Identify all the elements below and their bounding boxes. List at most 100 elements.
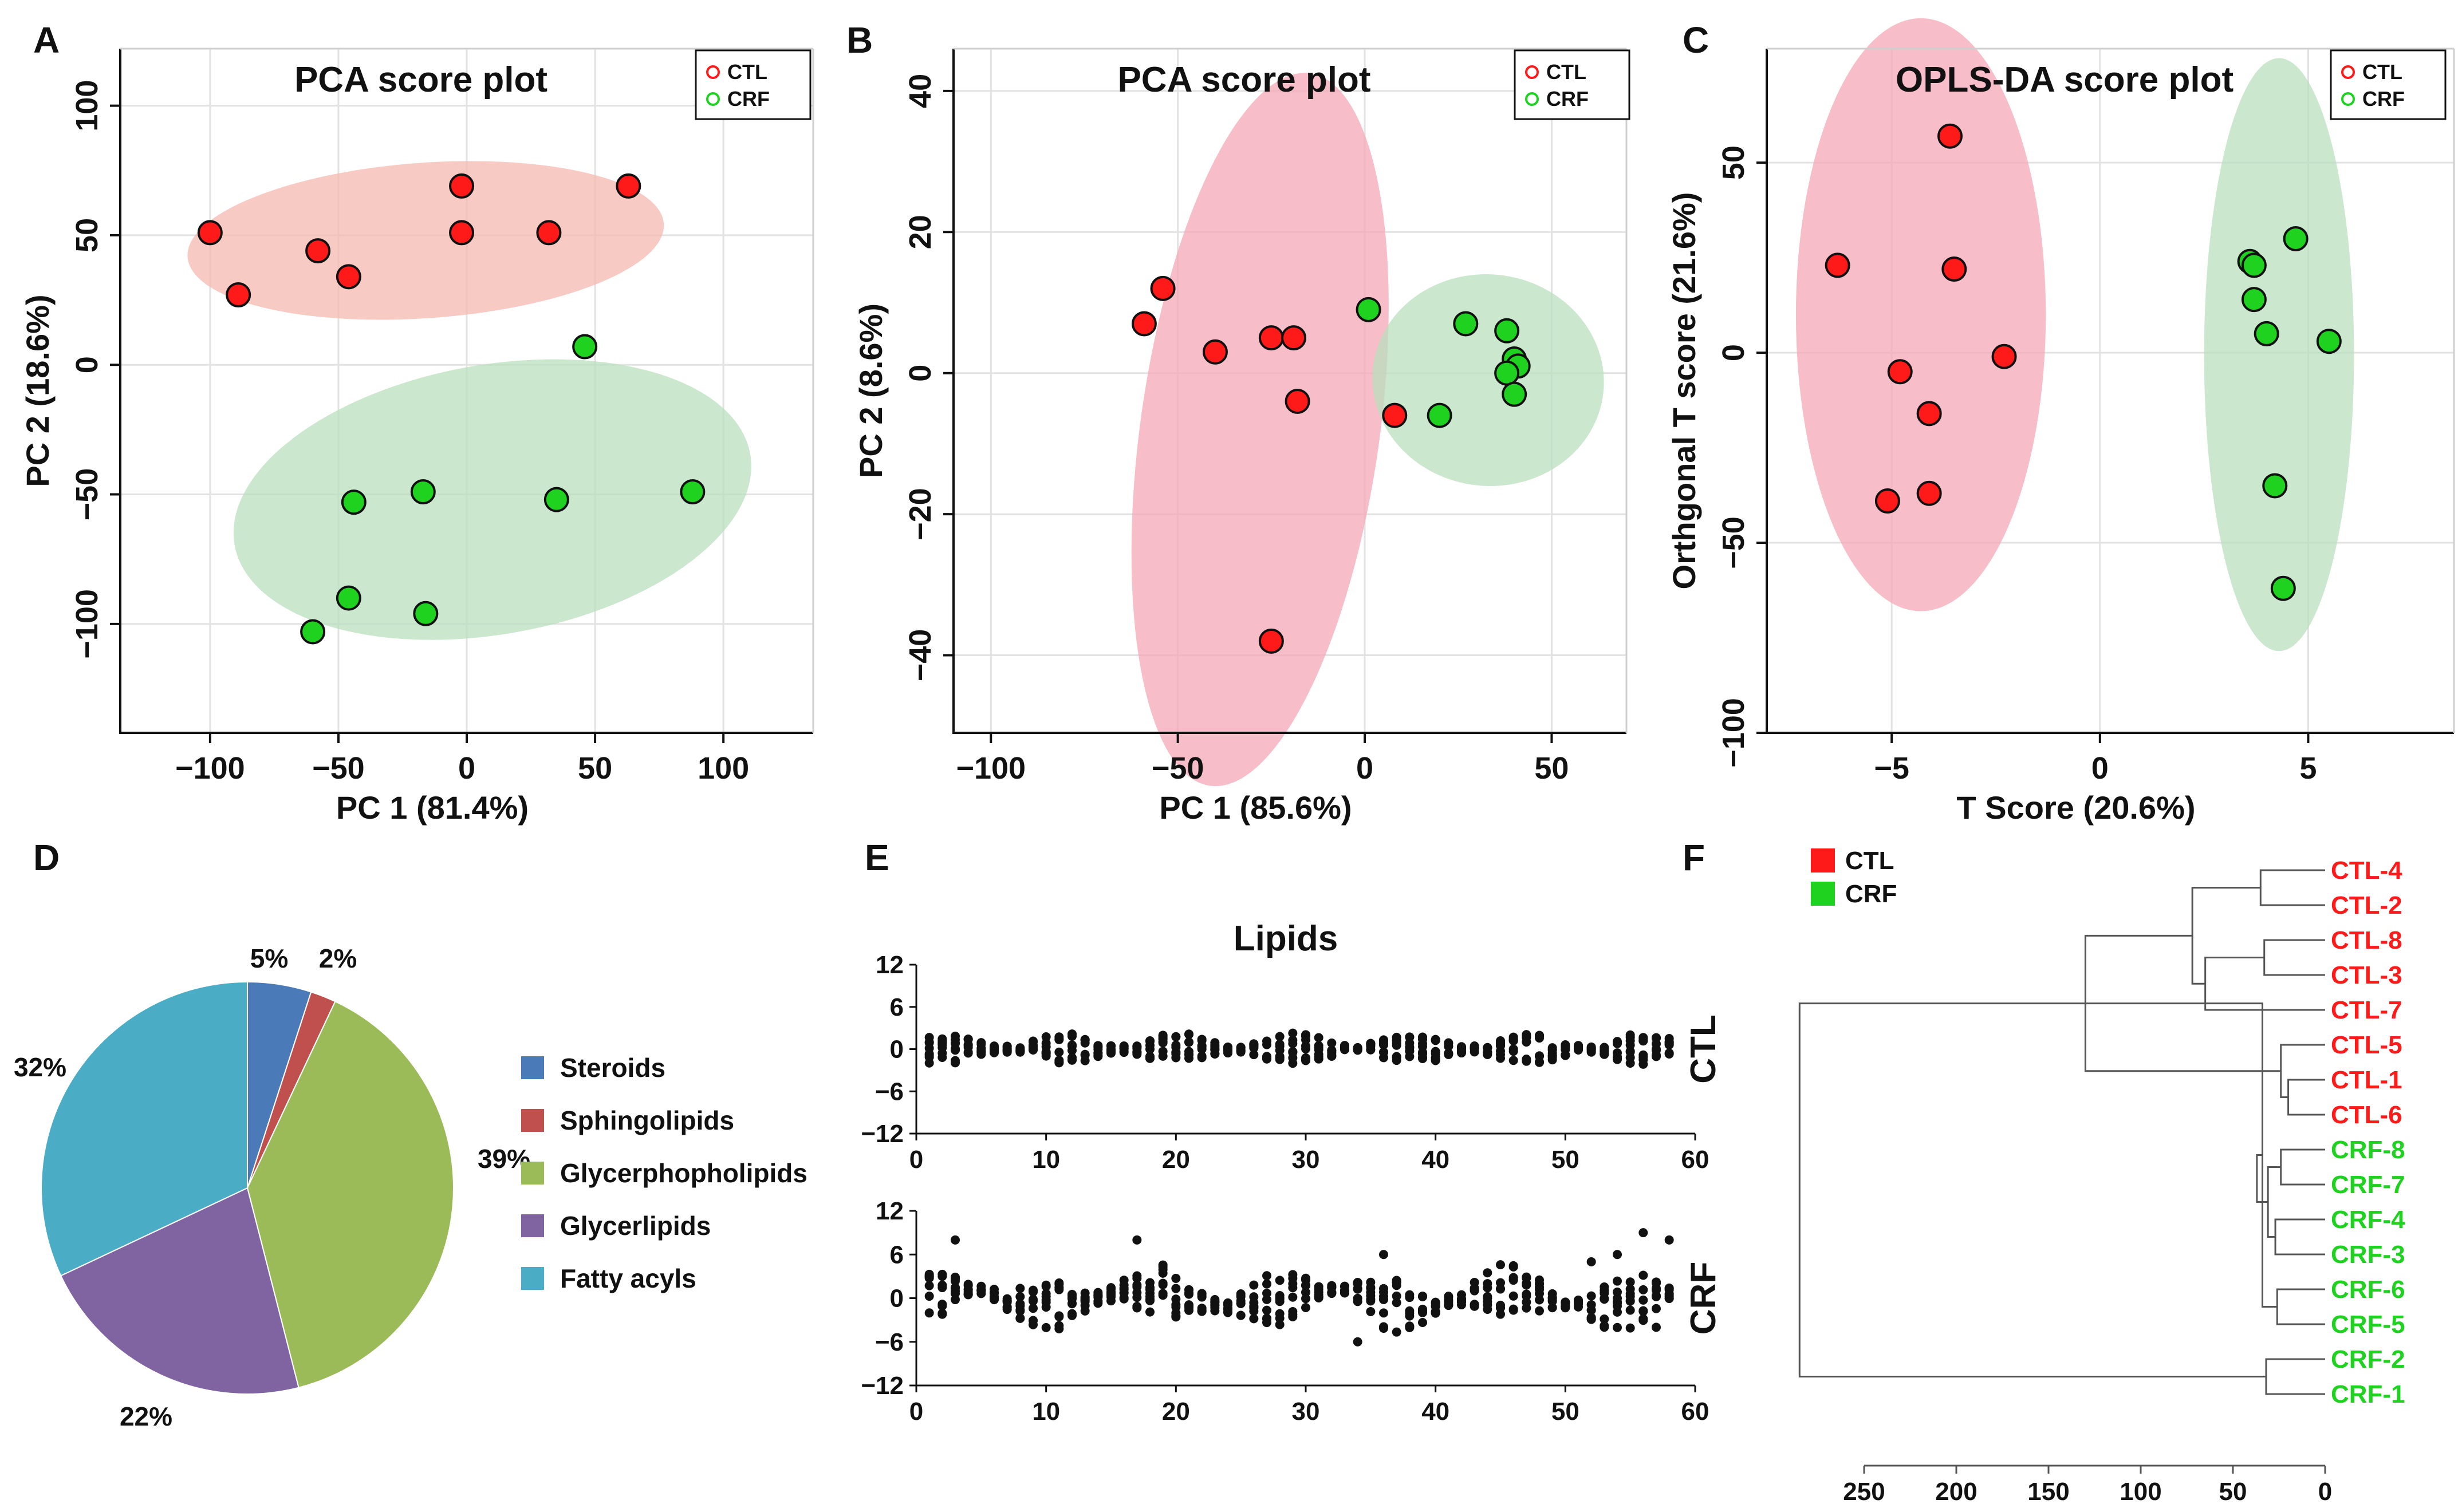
data-point-crf [336,585,361,611]
lipid-dot-crf [1522,1303,1531,1313]
lipid-dot-ctl [1470,1047,1479,1057]
x-tick-label: 50 [1551,1397,1579,1426]
lipid-dot-ctl [1119,1043,1129,1053]
lipid-dot-ctl [1262,1036,1271,1046]
lipid-dot-ctl [937,1048,947,1058]
lipid-dot-ctl [1171,1049,1181,1059]
chart-title: PCA score plot [1117,60,1370,100]
data-point-crf [2241,287,2267,313]
legend-box [2330,49,2447,120]
lipid-dot-ctl [1574,1044,1583,1053]
row-label-crf: CRF [1684,1262,1723,1335]
lipid-dot-ctl [1314,1045,1323,1055]
x-tick-label: 250 [1843,1478,1885,1506]
lipid-dot-crf [1132,1271,1142,1281]
lipid-dot-crf [1613,1298,1622,1308]
lipid-dot-ctl [1431,1047,1440,1056]
x-tick-label: −50 [312,751,365,785]
lipid-dot-crf [924,1281,934,1290]
data-point-ctl [1874,488,1900,514]
lipid-dot-crf [937,1280,947,1290]
lipid-dot-ctl [1496,1053,1505,1063]
lipid-dot-ctl [1625,1030,1635,1040]
x-tick-label: 5 [2299,751,2317,785]
pca-score-plot-b: −100 −50 0 50 −40 −20 0 20 40 PC 1 (85.6%) PC 2 (8… [853,48,1630,826]
dendrogram-branch [2085,1002,2278,1308]
lipid-dot-crf [1145,1282,1155,1292]
dendrogram-branch [2280,1148,2325,1186]
lipid-dot-ctl [1508,1056,1518,1065]
lipid-dot-crf [1002,1297,1012,1306]
lipid-dot-crf [1547,1303,1557,1313]
legend-label-crf: CRF [727,87,770,110]
data-point-crf [2262,473,2288,499]
lipid-dot-ctl [1015,1047,1025,1057]
data-point-crf [2270,575,2296,601]
lipid-dot-crf [976,1285,986,1294]
lipid-dot-crf [1145,1307,1155,1317]
lipid-dot-crf [1418,1317,1427,1327]
lipid-dot-crf [1288,1292,1298,1302]
lipid-dot-ctl [976,1044,986,1053]
lipid-dot-ctl [1054,1058,1064,1068]
lipid-dot-ctl [1379,1048,1388,1057]
lipid-dot-crf [1600,1321,1609,1331]
lipid-dot-ctl [1145,1036,1155,1046]
lipid-dot-ctl [951,1056,960,1065]
leaf-label: CTL-3 [2331,961,2402,989]
lipid-dot-ctl [1275,1045,1285,1055]
lipid-dot-crf [1158,1260,1168,1270]
data-point-crf [2316,329,2342,354]
dendrogram-branch [2204,957,2325,1011]
lipid-dot-crf [1288,1312,1298,1322]
lipid-dot-ctl [1067,1032,1077,1041]
lipid-dot-ctl [1184,1029,1193,1039]
lipid-dot-crf [1638,1270,1648,1280]
data-point-crf [1494,360,1520,386]
y-tick-label: −50 [70,468,104,521]
lipid-dot-ctl [1158,1038,1168,1048]
lipid-dot-ctl [1340,1044,1349,1053]
hierarchical-dendrogram: CTL CRF CTL-4 CTL-2 CTL-8 CTL-3 CTL-7 CTL-5 CTL-… [1798,847,2405,1506]
lipid-dot-ctl [963,1048,973,1058]
lipid-dot-crf [1184,1285,1193,1294]
lipid-dot-ctl [1444,1049,1453,1059]
legend-marker-crf [2341,92,2355,106]
leaf-label: CTL-6 [2331,1101,2402,1129]
lipid-dot-crf [963,1290,973,1300]
lipid-dot-ctl [1184,1050,1193,1060]
data-point-crf [2283,226,2309,251]
pie-slice-glycerlipids [60,1187,300,1395]
y-tick-label: 50 [1716,145,1751,180]
y-tick-label: 20 [903,215,937,249]
lipid-dot-ctl [1262,1054,1271,1064]
lipid-dot-ctl [1288,1053,1298,1063]
data-point-crf [1427,402,1452,428]
x-tick-label: 0 [2318,1478,2332,1506]
lipid-dot-crf [1132,1235,1142,1245]
y-tick-label: 0 [903,365,937,382]
lipid-dot-ctl [1405,1047,1415,1056]
x-axis-label: T Score (20.6%) [1956,789,2195,826]
data-point-crf [413,601,439,626]
lipid-dot-ctl [1223,1044,1232,1053]
data-point-crf [341,489,367,515]
legend-label-ctl: CTL [1845,847,1894,875]
lipid-dot-ctl [1067,1055,1077,1065]
legend-label-crf: CRF [2362,87,2405,110]
lipid-dot-ctl [924,1037,934,1047]
x-tick-label: −100 [175,751,245,785]
lipid-dot-crf [1158,1289,1168,1298]
pie-slice-fatty-acyls [41,981,248,1277]
lipid-dot-crf [1171,1302,1181,1312]
x-tick-label: 30 [1292,1397,1320,1426]
y-tick-label: 12 [876,1197,904,1225]
lipid-dot-crf [1249,1298,1259,1308]
lipid-dot-crf [1132,1301,1142,1311]
y-tick-label: 12 [876,951,904,979]
lipid-dot-ctl [1431,1035,1440,1044]
lipid-dot-ctl [1327,1038,1337,1048]
dendrogram-branch [2287,1079,2325,1116]
lipid-dot-crf [1496,1278,1505,1288]
